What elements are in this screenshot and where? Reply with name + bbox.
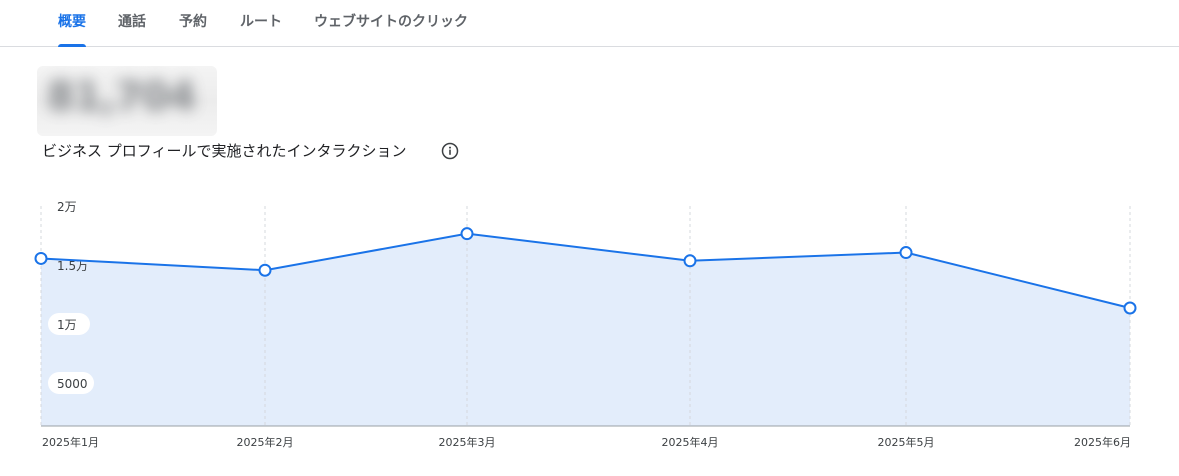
tab-calls[interactable]: 通話 (118, 14, 146, 30)
y-tick-label: 5000 (57, 377, 88, 391)
x-tick-label: 2025年6月 (1074, 435, 1131, 449)
total-interactions-value: 81,704 (37, 66, 217, 136)
x-tick-label: 2025年3月 (439, 435, 496, 449)
y-tick-pill-3 (48, 313, 90, 335)
tab-overview[interactable]: 概要 (58, 0, 86, 47)
chart-data-point (460, 227, 474, 241)
info-icon[interactable] (441, 142, 459, 160)
x-tick-label: 2025年4月 (662, 435, 719, 449)
chart-data-point (899, 246, 913, 260)
tab-directions[interactable]: ルート (240, 14, 282, 30)
y-tick-label: 1万 (57, 318, 77, 332)
x-tick-label: 2025年2月 (237, 435, 294, 449)
chart-data-point (1123, 301, 1137, 315)
y-tick-label: 2万 (57, 200, 77, 214)
chart-data-point (34, 251, 48, 265)
total-interactions-blurred-text: 81,704 (47, 74, 196, 120)
chart-data-point (258, 263, 272, 277)
x-tick-label: 2025年5月 (878, 435, 935, 449)
y-tick-pill-4 (48, 372, 94, 394)
y-tick-label: 1.5万 (57, 259, 88, 273)
interactions-chart: 2万 1.5万 1万 5000 2025年1月 2025年2月 2025年3月 2025年4月… (34, 200, 1137, 449)
tab-website-clicks[interactable]: ウェブサイトのクリック (314, 14, 468, 30)
chart-data-point (683, 254, 697, 268)
tab-bookings[interactable]: 予約 (179, 14, 207, 30)
interactions-subtitle: ビジネス プロフィールで実施されたインタラクション (42, 142, 407, 160)
tab-bar: 概要 通話 予約 ルート ウェブサイトのクリック (0, 0, 1179, 47)
chart-series-line (40, 232, 1131, 309)
x-tick-label: 2025年1月 (42, 435, 99, 449)
chart-area-fill (41, 233, 1130, 426)
